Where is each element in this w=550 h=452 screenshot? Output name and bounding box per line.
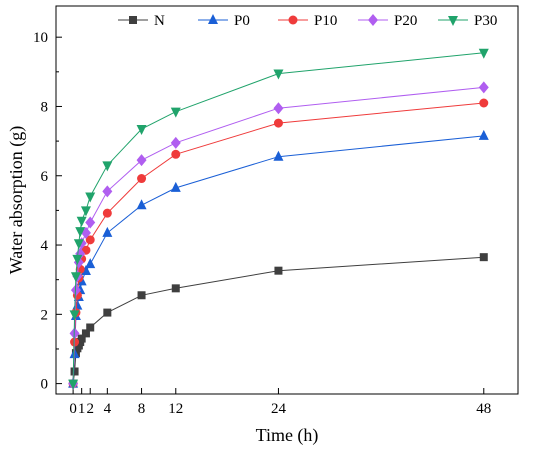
series-line-p10: [72, 102, 484, 384]
data-point-n: [103, 308, 112, 317]
data-point-n: [81, 329, 90, 338]
legend-label: N: [154, 13, 165, 29]
series-line-p0: [72, 135, 484, 384]
data-point-n: [77, 334, 86, 343]
legend-marker: [448, 16, 458, 26]
data-point-p30: [72, 254, 83, 265]
data-point-p30: [85, 192, 96, 203]
y-tick-label: 4: [41, 238, 49, 254]
data-point-p30: [80, 206, 91, 217]
data-point-p20: [136, 154, 147, 167]
data-point-p20: [85, 216, 96, 229]
series-line-p20: [72, 86, 484, 384]
y-tick-label: 8: [41, 99, 49, 115]
data-point-p30: [102, 161, 113, 172]
series-layer: [68, 48, 489, 390]
data-point-p0: [478, 129, 489, 140]
data-point-p0: [102, 226, 113, 237]
legend-label: P0: [234, 13, 250, 29]
x-axis-title: Time (h): [256, 425, 319, 446]
y-tick-label: 10: [33, 30, 48, 46]
data-point-p0: [273, 150, 284, 161]
data-point-p0: [170, 181, 181, 192]
x-tick-label: 1: [78, 401, 86, 417]
series-n: [69, 253, 488, 388]
data-point-p30: [70, 272, 81, 283]
x-tick-label: 24: [271, 401, 287, 417]
legend-item-p10: P10: [278, 13, 337, 29]
data-point-p30: [73, 239, 84, 250]
x-tick-label: 12: [168, 401, 183, 417]
legend: N P0 P10 P20 P30: [118, 13, 497, 29]
data-point-p10: [171, 149, 181, 159]
x-tick-label: 4: [104, 401, 112, 417]
legend-item-p30: P30: [438, 13, 497, 29]
legend-label: P30: [474, 13, 497, 29]
legend-marker: [129, 16, 137, 24]
data-point-p30: [76, 216, 87, 227]
data-point-n: [171, 284, 180, 293]
data-point-n: [70, 367, 79, 376]
data-point-p30: [68, 379, 79, 390]
legend-marker: [288, 15, 298, 25]
data-point-n: [86, 323, 95, 332]
data-point-p30: [273, 69, 284, 80]
y-tick-label: 0: [41, 377, 49, 393]
data-point-p0: [80, 265, 91, 276]
legend-marker: [368, 14, 378, 26]
data-point-p20: [70, 284, 81, 297]
data-point-p30: [170, 107, 181, 118]
y-axis-title: Water absorption (g): [6, 126, 27, 275]
data-point-n: [274, 266, 283, 275]
data-point-p30: [136, 124, 147, 135]
series-p20: [68, 81, 489, 390]
data-point-p20: [273, 102, 284, 115]
legend-item-p0: P0: [198, 13, 250, 29]
plot-frame: [55, 5, 519, 395]
data-point-p10: [273, 118, 283, 128]
data-point-p20: [478, 81, 489, 94]
series-p0: [68, 129, 489, 388]
x-tick-label: 0: [69, 401, 77, 417]
x-tick-label: 2: [86, 401, 94, 417]
series-p30: [68, 48, 489, 390]
legend-marker: [208, 14, 218, 24]
data-point-p30: [478, 48, 489, 59]
data-point-p20: [170, 136, 181, 149]
data-point-p20: [102, 185, 113, 198]
legend-item-n: N: [118, 13, 165, 29]
data-point-n: [479, 253, 488, 262]
data-point-n: [137, 291, 146, 300]
y-tick-label: 2: [41, 307, 49, 323]
series-line-n: [72, 256, 484, 384]
data-point-p10: [137, 174, 147, 184]
legend-label: P20: [394, 13, 417, 29]
data-point-p30: [75, 227, 86, 238]
y-tick-label: 6: [41, 169, 49, 185]
data-point-p0: [136, 199, 147, 210]
data-point-p30: [69, 310, 80, 321]
data-point-p10: [85, 235, 95, 245]
data-point-p0: [85, 258, 96, 269]
data-point-p10: [102, 208, 112, 218]
data-point-p10: [479, 98, 489, 108]
legend-label: P10: [314, 13, 337, 29]
x-tick-label: 48: [476, 401, 491, 417]
legend-item-p20: P20: [358, 13, 417, 29]
x-tick-label: 8: [138, 401, 146, 417]
